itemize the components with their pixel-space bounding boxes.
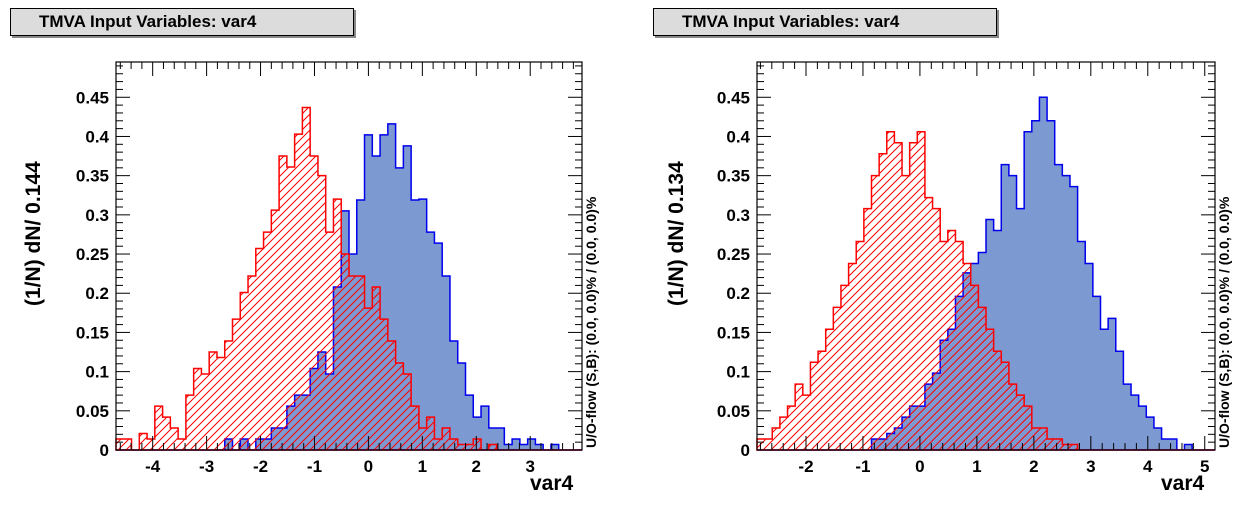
y-tick-label: 0.3 [85, 206, 109, 225]
overflow-label: U/O-flow (S,B): (0.0, 0.0)% / (0.0, 0.0)… [1216, 196, 1232, 448]
overflow-label: U/O-flow (S,B): (0.0, 0.0)% / (0.0, 0.0)… [583, 196, 599, 448]
y-tick-label: 0.25 [76, 245, 109, 264]
x-tick-label: -1 [307, 457, 322, 476]
x-tick-label: 0 [364, 457, 373, 476]
x-tick-label: 1 [972, 457, 981, 476]
x-tick-label: -1 [855, 457, 870, 476]
histogram-left: -4 -3 -2 -1 0 1 2 3 0 0.05 0.1 0.15 0.2 0.25 0.3 0.35 0.… [76, 61, 583, 476]
plot-frame [115, 61, 583, 451]
x-axis-label: var4 [1161, 472, 1205, 495]
x-tick-label: 2 [1029, 457, 1038, 476]
plot-panel-right: -2 -1 0 1 2 3 4 5 0 0.05 0.1 0.15 0.2 0.25 0.3 0.35 0.4 0… [621, 0, 1241, 516]
y-tick-label: 0.1 [726, 363, 750, 382]
x-tick-label: 0 [915, 457, 924, 476]
y-tick-label: 0.45 [717, 88, 750, 107]
y-tick-label: 0.2 [726, 284, 750, 303]
y-axis-label: (1/N) dN/ 0.134 [665, 161, 688, 306]
plot-frame [756, 61, 1216, 451]
y-tick-label: 0 [100, 441, 109, 460]
x-tick-label: 2 [472, 457, 481, 476]
y-axis-label: (1/N) dN/ 0.144 [22, 161, 45, 306]
y-tick-label: 0 [741, 441, 750, 460]
x-tick-label: -2 [798, 457, 813, 476]
y-tick-label: 0.05 [717, 402, 750, 421]
y-tick-label: 0.15 [76, 323, 109, 342]
y-tick-label: 0.35 [76, 167, 109, 186]
y-tick-label: 0.4 [726, 127, 750, 146]
x-tick-label: -2 [253, 457, 268, 476]
plot-title: TMVA Input Variables: var4 [653, 8, 997, 36]
x-tick-label: 3 [525, 457, 534, 476]
x-tick-label: 3 [1086, 457, 1095, 476]
y-tick-label: 0.3 [726, 206, 750, 225]
y-tick-label: 0.2 [85, 284, 109, 303]
x-axis-label: var4 [530, 472, 574, 495]
y-tick-label: 0.05 [76, 402, 109, 421]
y-tick-label: 0.45 [76, 88, 109, 107]
x-tick-label: 1 [418, 457, 427, 476]
y-tick-label: 0.4 [85, 127, 109, 146]
y-tick-label: 0.1 [85, 363, 109, 382]
histogram-right: -2 -1 0 1 2 3 4 5 0 0.05 0.1 0.15 0.2 0.25 0.3 0.35 0.4 0… [717, 61, 1216, 476]
y-tick-label: 0.15 [717, 323, 750, 342]
background-histogram [115, 106, 582, 451]
y-tick-label: 0.25 [717, 245, 750, 264]
plot-title: TMVA Input Variables: var4 [10, 8, 354, 36]
y-tick-label: 0.35 [717, 167, 750, 186]
x-tick-label: 5 [1200, 457, 1209, 476]
x-tick-label: 4 [1143, 457, 1153, 476]
x-tick-label: -4 [145, 457, 161, 476]
plot-panel-left: -4 -3 -2 -1 0 1 2 3 0 0.05 0.1 0.15 0.2 0.25 0.3 0.35 0.… [0, 0, 620, 516]
x-tick-label: -3 [199, 457, 214, 476]
